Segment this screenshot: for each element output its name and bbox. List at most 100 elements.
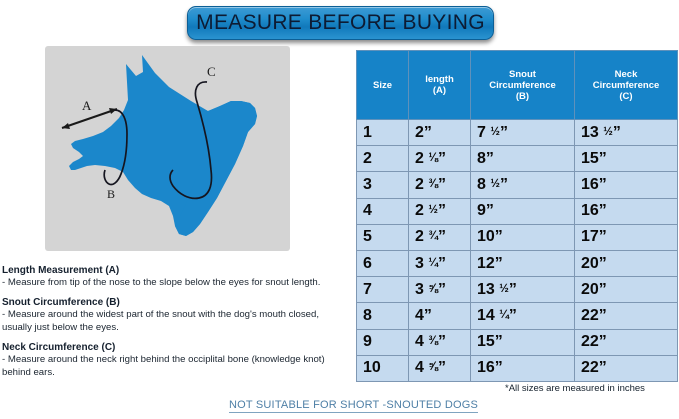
- cell-size: 10: [356, 354, 409, 382]
- cell-value: 8”: [477, 149, 494, 167]
- cell-fraction: ½: [603, 125, 613, 138]
- cell-neck: 13 ½”: [574, 118, 678, 147]
- cell-size: 1: [356, 118, 409, 147]
- cell-neck: 20”: [574, 276, 678, 304]
- label-a: A: [82, 98, 92, 113]
- cell-value: 4 ⅝”: [415, 359, 446, 377]
- cell-size: 7: [356, 276, 409, 304]
- cell-value: 17”: [581, 228, 607, 246]
- cell-snout: 12”: [470, 249, 575, 278]
- cell-snout: 14 ¼”: [470, 302, 575, 330]
- label-b: B: [107, 187, 115, 201]
- description-heading-b: Snout Circumference (B): [2, 297, 120, 309]
- cell-length: 4 ⅜”: [408, 328, 471, 356]
- cell-snout: 13 ½”: [470, 276, 575, 304]
- cell-value: 14 ¼”: [477, 306, 517, 324]
- column-header-neck-line3: (C): [619, 90, 633, 102]
- cell-length: 3 ⅝”: [408, 276, 471, 304]
- cell-neck: 17”: [574, 223, 678, 251]
- column-header-neck-line1: Neck: [614, 68, 638, 80]
- cell-value: 16”: [477, 359, 503, 377]
- cell-length: 2 ½”: [408, 197, 471, 225]
- size-chart-body: 1 2” 7 ½” 13 ½” 2 2 ⅛” 8” 15” 3 2 ⅜” 8 ½” 16” 4 2 ½” 9…: [356, 118, 678, 382]
- measurement-descriptions: Length Measurement (A) - Measure from ti…: [2, 264, 348, 386]
- cell-size: 9: [356, 328, 409, 356]
- cell-neck: 16”: [574, 171, 678, 199]
- description-group-b: Snout Circumference (B) - Measure around…: [2, 296, 348, 334]
- warning-text: NOT SUITABLE FOR SHORT -SNOUTED DOGS: [229, 399, 479, 413]
- table-header-row: Size length (A) Snout Circumference (B) …: [356, 50, 678, 120]
- cell-snout: 7 ½”: [470, 118, 575, 147]
- cell-neck: 20”: [574, 249, 678, 278]
- measurement-loop-c: [169, 81, 213, 200]
- column-header-snout-line3: (B): [515, 90, 530, 102]
- cell-neck: 15”: [574, 145, 678, 173]
- cell-value: 13 ½”: [581, 123, 621, 141]
- description-group-a: Length Measurement (A) - Measure from ti…: [2, 264, 348, 289]
- cell-value: 3 ¼”: [415, 254, 446, 272]
- table-row: 1 2” 7 ½” 13 ½”: [356, 118, 678, 147]
- cell-neck: 22”: [574, 302, 678, 330]
- size-chart-table: Size length (A) Snout Circumference (B) …: [356, 50, 678, 382]
- cell-snout: 10”: [470, 223, 575, 251]
- column-header-length-line2: (A): [432, 85, 447, 96]
- table-row: 8 4” 14 ¼” 22”: [356, 302, 678, 330]
- cell-value: 8 ½”: [477, 175, 508, 193]
- cell-value: 2 ¾”: [415, 228, 446, 246]
- cell-fraction: ½: [499, 282, 509, 295]
- cell-value: 4”: [415, 306, 432, 324]
- dog-neck-shading: [175, 101, 257, 236]
- cell-neck: 22”: [574, 354, 678, 382]
- cell-fraction: ½: [428, 204, 438, 217]
- cell-value: 16”: [581, 202, 607, 220]
- description-body-a: - Measure from tip of the nose to the sl…: [2, 277, 321, 288]
- column-header-size-line1: Size: [372, 79, 392, 91]
- cell-fraction: ¾: [428, 230, 438, 243]
- cell-fraction: ¼: [428, 256, 438, 269]
- cell-value: 7 ½”: [477, 123, 508, 141]
- description-body-c: - Measure around the neck right behind t…: [2, 354, 325, 378]
- page-title: MEASURE BEFORE BUYING: [196, 11, 485, 34]
- table-row: 5 2 ¾” 10” 17”: [356, 223, 678, 251]
- cell-fraction: ⅜: [428, 177, 438, 190]
- cell-size: 2: [356, 145, 409, 173]
- cell-value: 3 ⅝”: [415, 280, 446, 298]
- cell-fraction: ⅛: [428, 151, 438, 164]
- column-header-size: Size: [356, 50, 409, 120]
- cell-fraction: ½: [490, 125, 500, 138]
- table-row: 9 4 ⅜” 15” 22”: [356, 328, 678, 356]
- table-row: 10 4 ⅝” 16” 22”: [356, 354, 678, 382]
- cell-fraction: ⅝: [428, 282, 438, 295]
- cell-value: 16”: [581, 175, 607, 193]
- description-group-c: Neck Circumference (C) - Measure around …: [2, 341, 348, 379]
- cell-fraction: ⅜: [428, 335, 438, 348]
- description-body-b: - Measure around the widest part of the …: [2, 309, 320, 333]
- cell-value: 15”: [477, 333, 503, 351]
- cell-length: 4 ⅝”: [408, 354, 471, 382]
- cell-value: 2 ⅜”: [415, 175, 446, 193]
- dog-measurement-diagram: A B C: [61, 55, 257, 236]
- cell-snout: 16”: [470, 354, 575, 382]
- cell-value: 15”: [581, 149, 607, 167]
- cell-value: 9”: [477, 202, 494, 220]
- column-header-snout: Snout Circumference (B): [470, 50, 575, 120]
- table-row: 6 3 ¼” 12” 20”: [356, 249, 678, 278]
- cell-value: 12”: [477, 254, 503, 272]
- column-header-neck-line2: Circumference: [592, 79, 660, 91]
- cell-size: 3: [356, 171, 409, 199]
- cell-snout: 8 ½”: [470, 171, 575, 199]
- cell-fraction: ⅝: [428, 361, 438, 374]
- cell-value: 20”: [581, 254, 607, 272]
- cell-value: 22”: [581, 333, 607, 351]
- cell-size: 4: [356, 197, 409, 225]
- cell-value: 13 ½”: [477, 280, 517, 298]
- cell-value: 4 ⅜”: [415, 333, 446, 351]
- description-heading-c: Neck Circumference (C): [2, 342, 116, 354]
- cell-value: 20”: [581, 280, 607, 298]
- table-footnote: *All sizes are measured in inches: [505, 383, 645, 394]
- cell-length: 2 ¾”: [408, 223, 471, 251]
- column-header-length-line1: length: [425, 74, 454, 85]
- cell-value: 22”: [581, 306, 607, 324]
- cell-value: 10”: [477, 228, 503, 246]
- column-header-length: length (A): [408, 50, 471, 120]
